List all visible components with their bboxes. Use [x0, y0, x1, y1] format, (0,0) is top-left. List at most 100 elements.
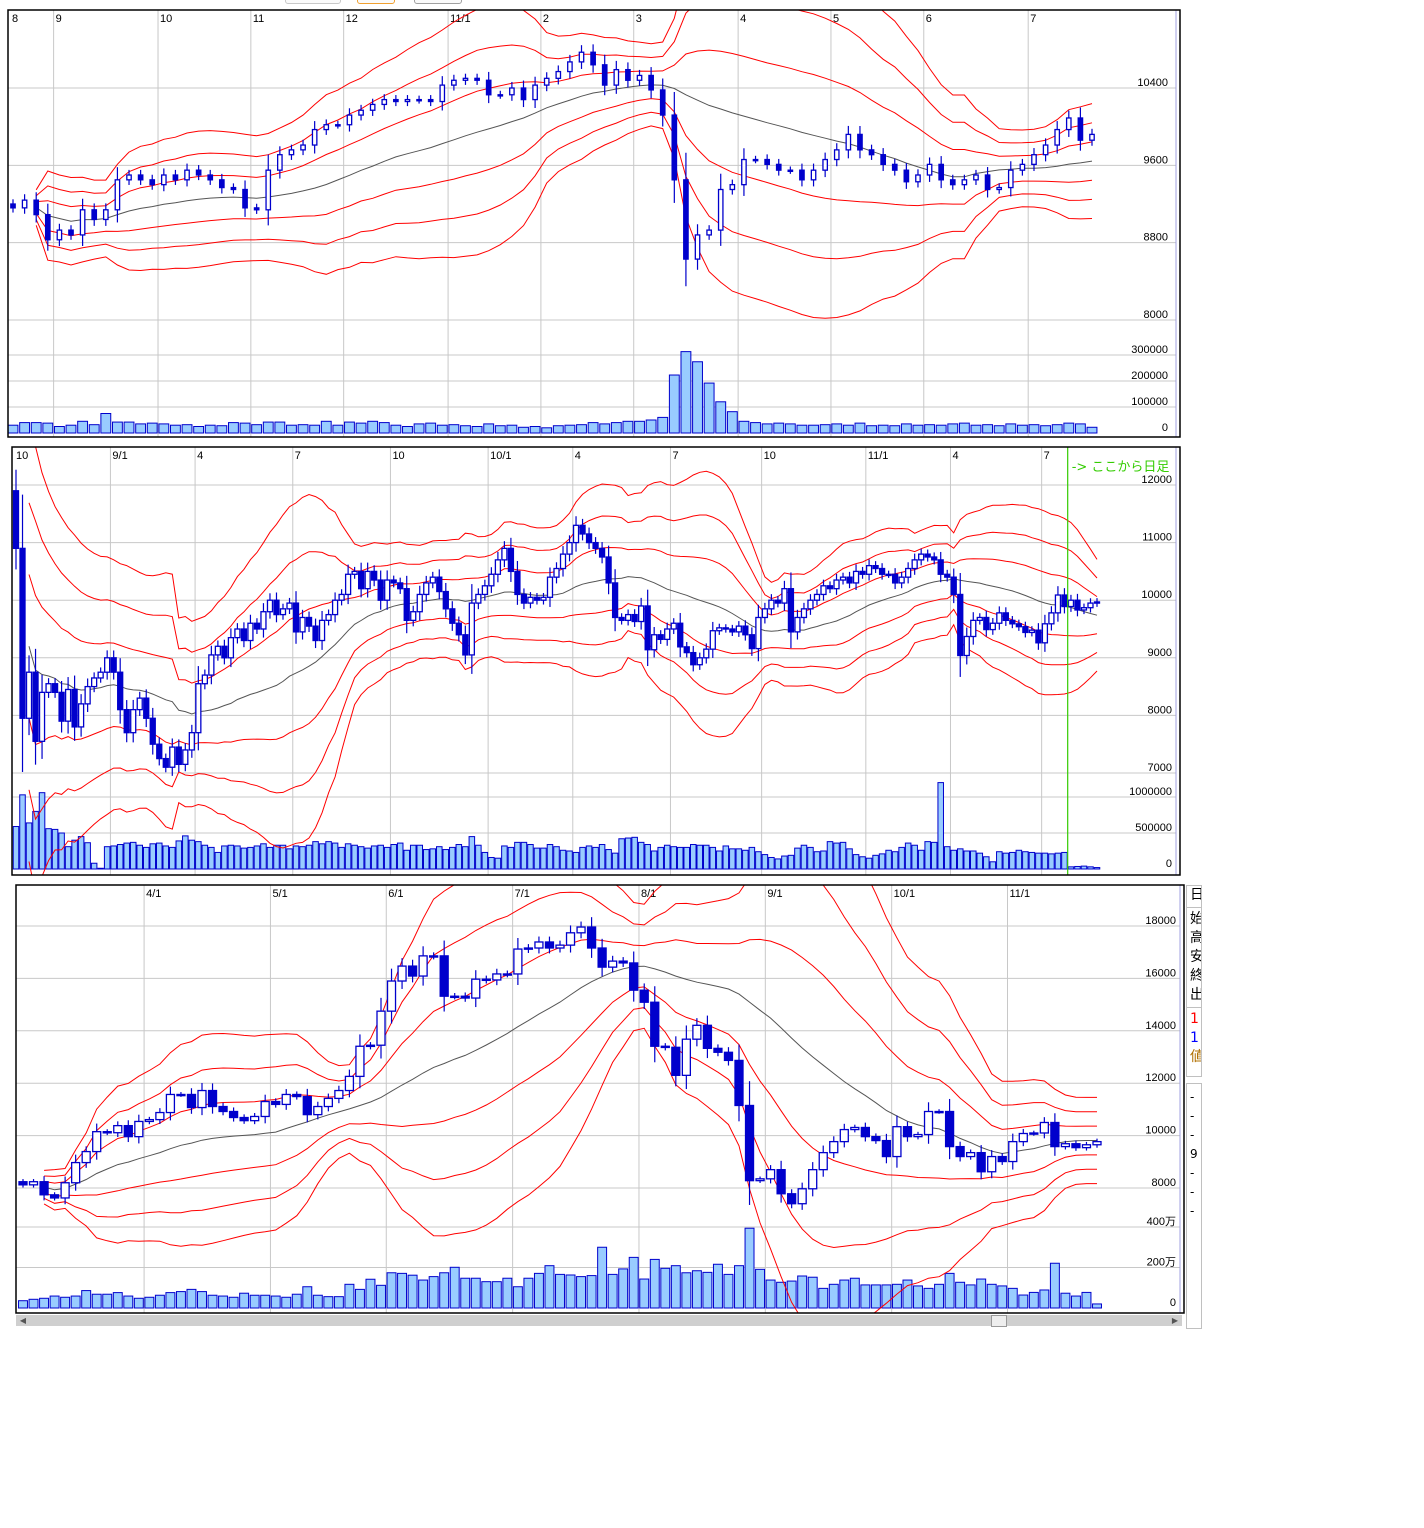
volume-bar: [559, 849, 567, 870]
candle-down: [221, 639, 228, 665]
candle-up: [311, 121, 318, 154]
volume-bar: [689, 844, 697, 870]
date-tick-label: 8: [12, 13, 18, 25]
candle-down: [683, 152, 689, 287]
candle-up: [839, 572, 847, 585]
volume-bar: [1028, 1291, 1039, 1309]
divider: [1187, 1007, 1201, 1008]
candle-up: [850, 1124, 860, 1133]
candle-up: [265, 154, 272, 226]
volume-bar: [761, 423, 773, 434]
volume-bar: [279, 844, 287, 870]
toolbar-button-3[interactable]: [414, 0, 462, 4]
candle-down: [648, 67, 654, 99]
candle-up: [450, 993, 460, 1000]
volume-bar: [639, 1278, 650, 1309]
volume-bar: [598, 844, 606, 870]
candle-up: [299, 609, 306, 640]
candle-up: [1054, 586, 1062, 622]
candle-up: [410, 605, 417, 627]
candle-up: [987, 1150, 997, 1179]
candle-down: [172, 169, 179, 185]
volume-bar: [416, 844, 424, 870]
candle-down: [371, 565, 378, 587]
candle-up: [543, 72, 550, 92]
candle-down: [644, 589, 651, 667]
volume-bar: [240, 847, 248, 870]
volume-tick-label: 0: [1166, 858, 1172, 870]
volume-bar: [997, 1285, 1008, 1309]
candle-down: [650, 986, 660, 1063]
candle-down: [58, 680, 65, 733]
volume-bar: [937, 782, 944, 870]
candle-down: [439, 940, 449, 1012]
candle-up: [497, 90, 504, 99]
side-value: 9: [1190, 1147, 1198, 1161]
volume-bar: [986, 1283, 997, 1309]
scroll-thumb[interactable]: [991, 1315, 1007, 1327]
volume-bar: [70, 1295, 81, 1309]
volume-bar: [1007, 1287, 1018, 1309]
volume-bar: [787, 854, 795, 870]
bollinger-band-l1: [28, 593, 1098, 746]
side-value: -: [1190, 1204, 1195, 1218]
volume-bar: [123, 1295, 134, 1309]
candle-down: [514, 560, 521, 605]
volume-bar: [703, 844, 710, 870]
volume-bar: [18, 1300, 28, 1309]
date-tick-label: 2: [543, 13, 549, 25]
volume-bar: [564, 424, 576, 434]
price-tick-label: 11000: [1142, 532, 1172, 544]
candle-up: [188, 724, 195, 758]
candle-up: [318, 610, 326, 650]
candle-down: [390, 575, 397, 588]
date-tick-label: 9/1: [112, 450, 127, 462]
volume-bar: [1067, 866, 1075, 870]
horizontal-scrollbar[interactable]: ◀ ▶: [16, 1315, 1182, 1327]
volume-bar: [218, 1295, 229, 1309]
candle-up: [468, 584, 475, 674]
candle-down: [629, 951, 639, 1002]
volume-bar: [403, 849, 410, 870]
toolbar-button-2[interactable]: [357, 0, 395, 4]
candle-up: [572, 516, 580, 552]
candle-up: [77, 694, 85, 737]
volume-bar: [680, 351, 692, 434]
scroll-left-arrow-icon[interactable]: ◀: [19, 1316, 27, 1325]
scroll-right-arrow-icon[interactable]: ▶: [1171, 1316, 1179, 1325]
candle-up: [670, 618, 677, 635]
candle-up: [1028, 626, 1036, 637]
volume-bar: [449, 1266, 460, 1309]
volume-bar: [947, 423, 959, 434]
candle-up: [905, 562, 912, 584]
volume-bar: [442, 849, 450, 870]
candle-down: [32, 648, 39, 765]
candle-up: [502, 970, 513, 978]
volume-bar: [251, 424, 263, 434]
candle-up: [481, 579, 489, 601]
candle-down: [427, 95, 434, 107]
volume-bar: [826, 841, 834, 870]
toolbar-button-1[interactable]: [285, 0, 341, 4]
volume-bar: [201, 844, 209, 870]
volume-bar: [364, 847, 371, 870]
volume-bar: [716, 850, 723, 870]
volume-bar: [77, 836, 85, 870]
volume-bar: [607, 1273, 618, 1309]
candle-up: [323, 119, 330, 135]
candle-up: [234, 623, 241, 644]
volume-bar: [849, 1277, 860, 1309]
volume-bar: [599, 423, 611, 434]
volume-bar: [370, 845, 378, 870]
daily-marker-label: -> ここから日足: [1072, 460, 1170, 475]
volume-bar: [870, 1284, 881, 1309]
candle-down: [748, 627, 756, 656]
candle-up: [182, 743, 189, 772]
candle-up: [918, 548, 925, 566]
candle-up: [60, 1176, 70, 1205]
candle-down: [156, 737, 163, 766]
price-tick-label: 8000: [1152, 1177, 1176, 1189]
candle-down: [938, 156, 945, 189]
candle-up: [961, 174, 968, 190]
bollinger-band-l1: [43, 986, 1097, 1198]
